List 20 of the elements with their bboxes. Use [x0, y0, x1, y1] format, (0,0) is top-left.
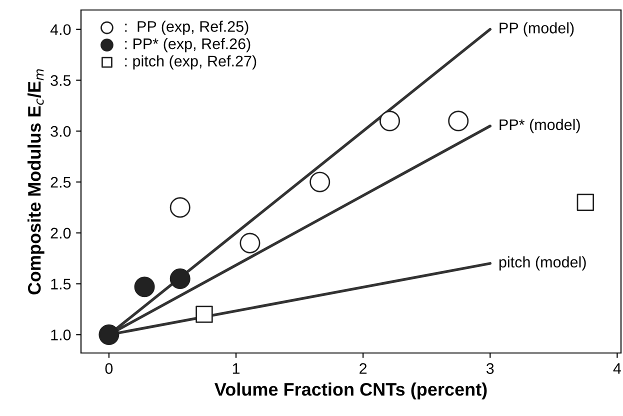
- series-label: PP* (model): [500, 118, 580, 134]
- x-tick-label: 0: [105, 363, 113, 374]
- x-tick-label: 1: [232, 363, 240, 374]
- x-tick-label: 2: [360, 363, 367, 374]
- x-tick-label: 3: [486, 363, 494, 374]
- x-axis-title: Volume Fraction CNTs (percent): [214, 382, 487, 400]
- y-tick-label: 2.0: [50, 228, 71, 239]
- x-tick-label: 4: [613, 363, 621, 374]
- y-tick-label: 4.0: [50, 24, 71, 36]
- y-tick-label: 1.5: [51, 278, 71, 290]
- y-tick-label: 3.0: [50, 126, 71, 137]
- legend-label: : PP (exp, Ref.25): [125, 20, 248, 35]
- series-label: pitch (model): [499, 256, 586, 271]
- series-label: PP (model): [500, 22, 574, 36]
- legend-label: : pitch (exp, Ref.27): [125, 55, 256, 70]
- y-tick-label: 2.5: [50, 176, 71, 188]
- legend-label: : PP* (exp, Ref.26): [125, 38, 250, 52]
- y-tick-label: 3.5: [50, 75, 71, 86]
- y-axis-title: Composite Modulus E$_{c}$/E$_{m}$: [28, 69, 44, 294]
- y-tick-label: 1.0: [51, 330, 71, 340]
